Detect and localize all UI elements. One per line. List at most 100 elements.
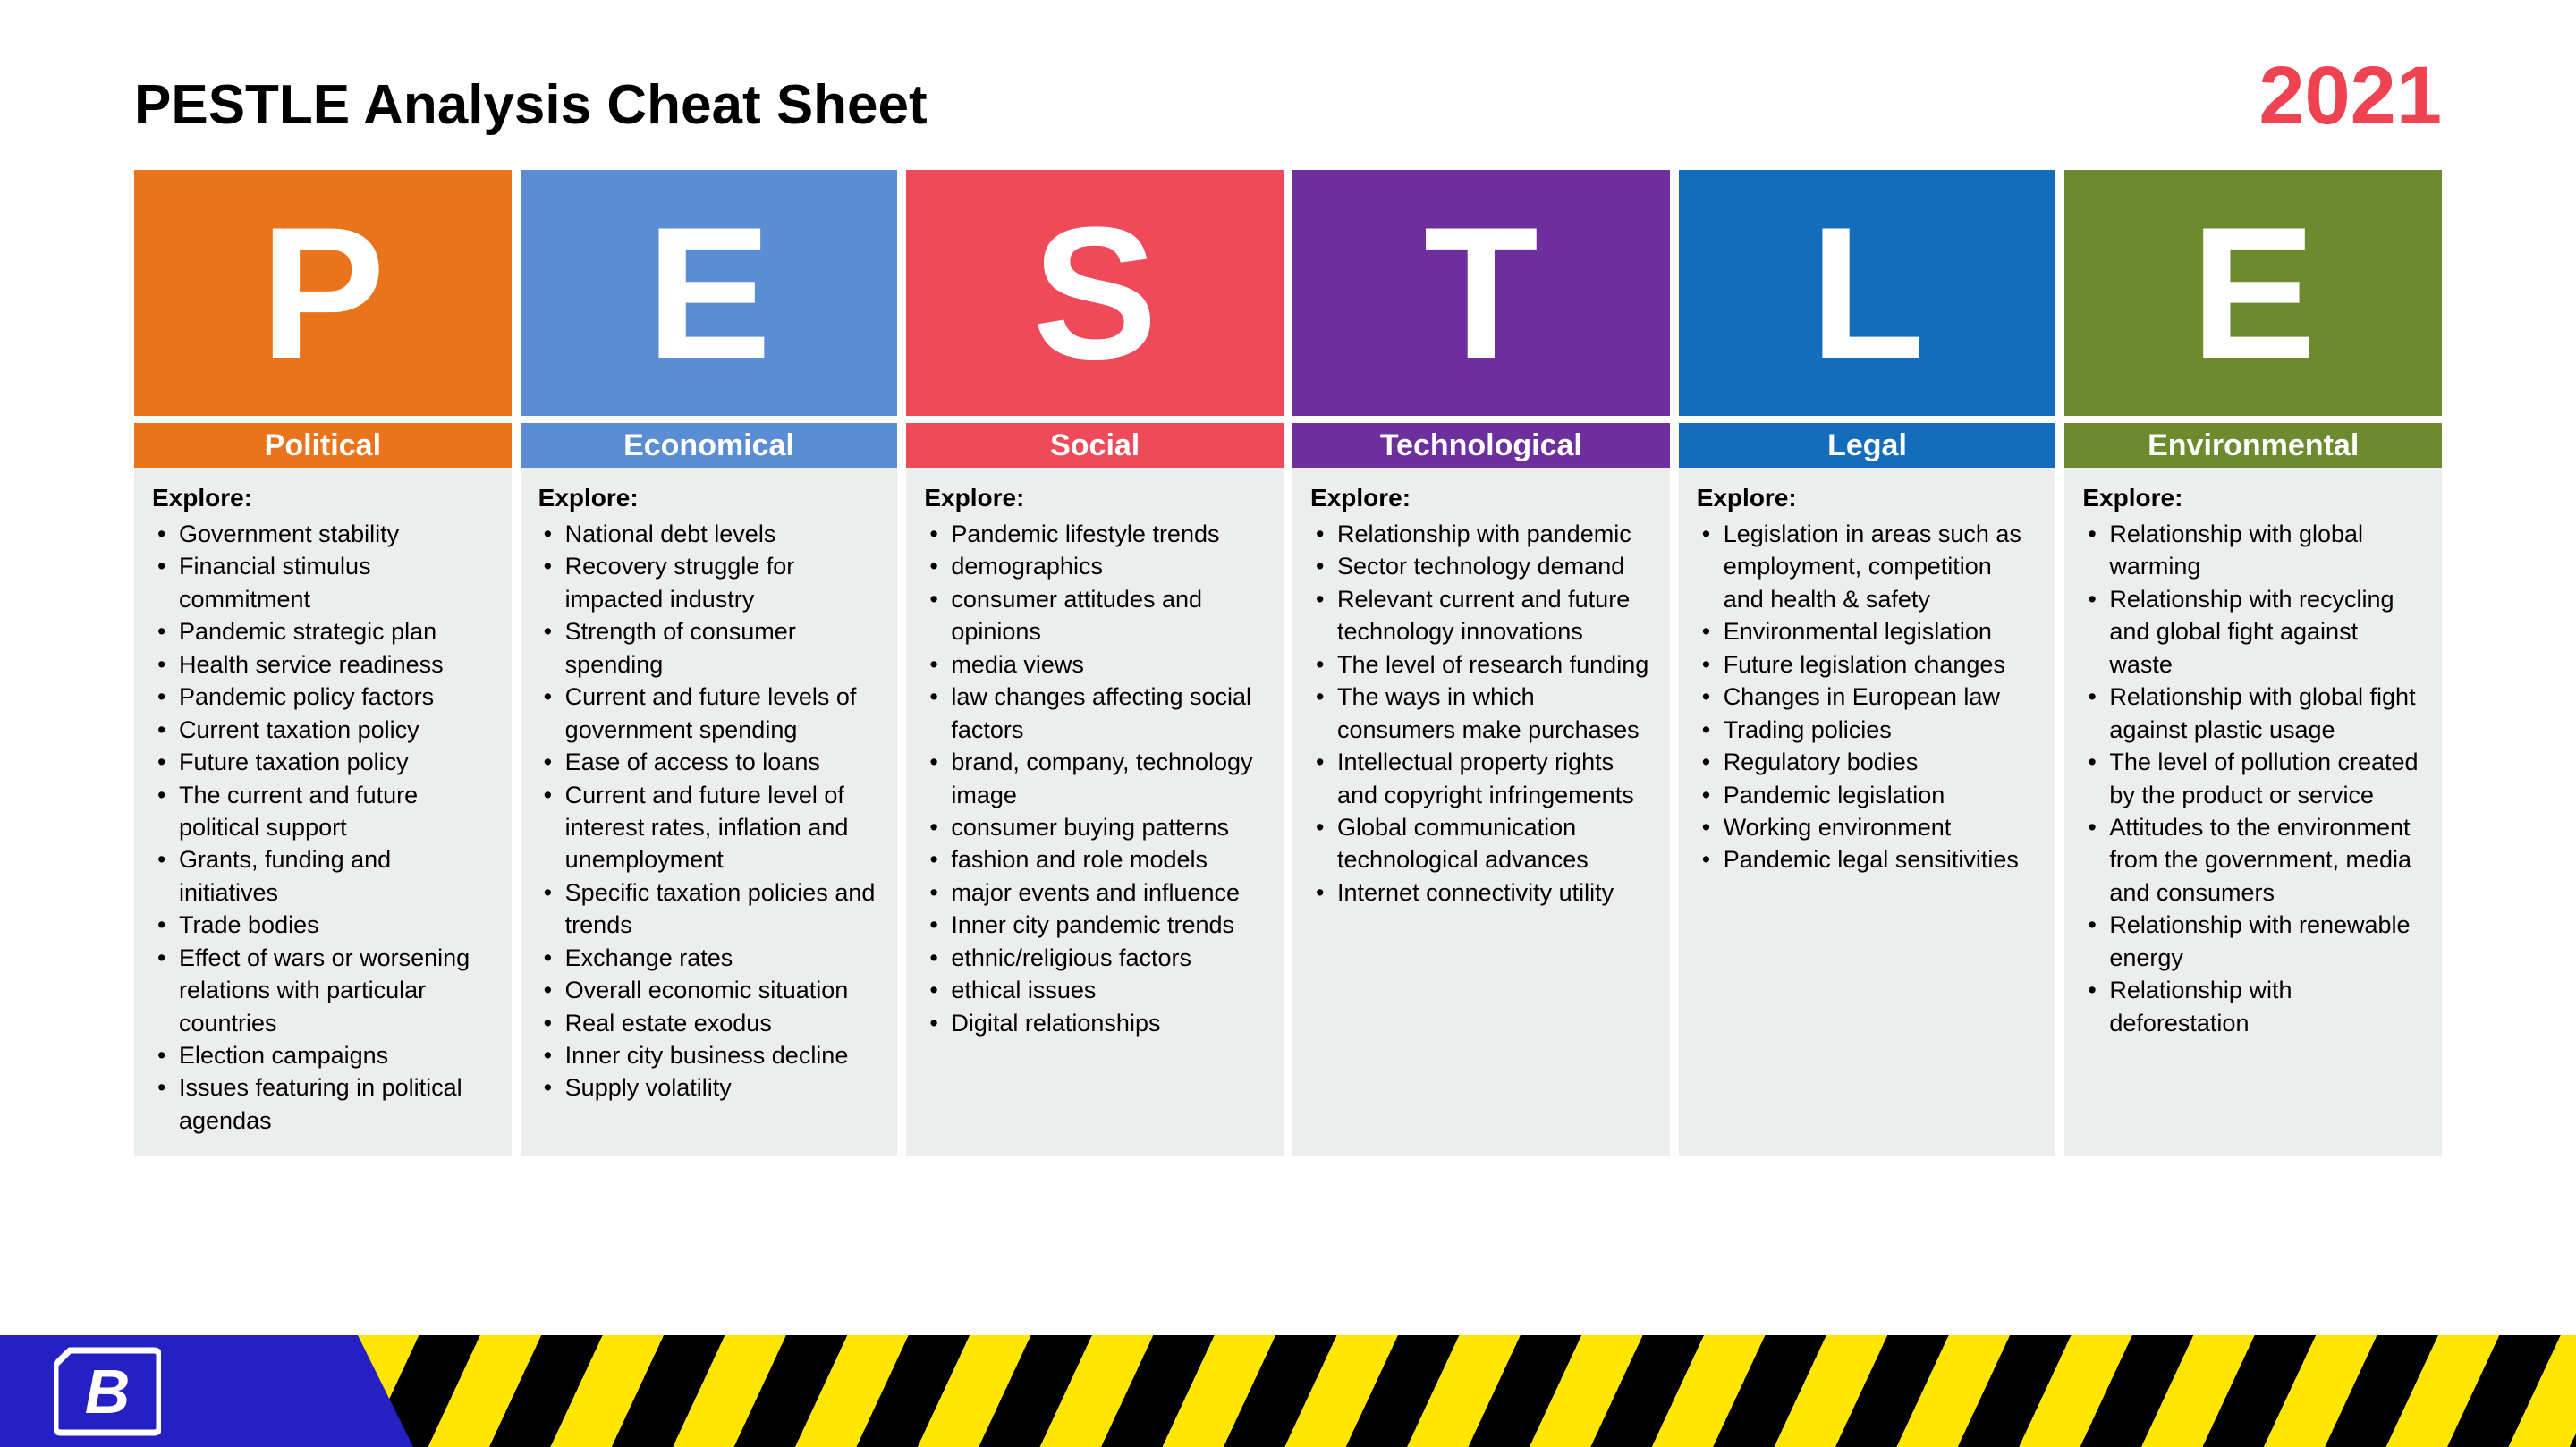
factor-item: Pandemic strategic plan <box>152 615 494 647</box>
letter-box: S <box>906 170 1284 416</box>
factor-item: ethnic/religious factors <box>924 942 1266 974</box>
explore-heading: Explore: <box>2082 484 2424 512</box>
category-label: Environmental <box>2148 428 2359 463</box>
factor-item: demographics <box>924 550 1266 582</box>
factor-list: Relationship with pandemicSector technol… <box>1310 518 1652 909</box>
pestle-letter: S <box>1032 199 1157 387</box>
factor-item: Ease of access to loans <box>538 746 880 778</box>
factor-item: Future taxation policy <box>152 746 494 778</box>
category-label-bar: Legal <box>1679 423 2056 468</box>
factor-item: Relationship with recycling and global f… <box>2082 583 2424 681</box>
pestle-letter: L <box>1809 199 1924 387</box>
factor-item: Current and future levels of government … <box>538 681 880 746</box>
pestle-column: P Political Explore: Government stabilityFi… <box>134 170 512 1156</box>
pestle-column: T Technological Explore: Relationship with … <box>1292 170 1670 1156</box>
factor-item: Pandemic policy factors <box>152 681 494 713</box>
factor-list: Relationship with global warmingRelation… <box>2082 518 2424 1039</box>
category-body: Explore: Legislation in areas such as emp… <box>1679 468 2056 1156</box>
pestle-letter: P <box>260 199 386 387</box>
factor-item: Future legislation changes <box>1697 648 2038 681</box>
factor-item: Sector technology demand <box>1310 550 1652 582</box>
factor-item: Relationship with deforestation <box>2082 974 2424 1039</box>
factor-item: Grants, funding and initiatives <box>152 843 494 909</box>
factor-item: Trading policies <box>1697 714 2038 746</box>
factor-item: Intellectual property rights and copyrig… <box>1310 746 1652 811</box>
hazard-stripes <box>358 1335 2576 1447</box>
factor-item: Relationship with pandemic <box>1310 518 1652 550</box>
factor-item: Relationship with global fight against p… <box>2082 681 2424 746</box>
page-title: PESTLE Analysis Cheat Sheet <box>134 73 928 137</box>
header: PESTLE Analysis Cheat Sheet 2021 <box>0 0 2576 170</box>
factor-item: The level of research funding <box>1310 648 1652 681</box>
factor-item: major events and influence <box>924 876 1266 909</box>
factor-item: Election campaigns <box>152 1039 494 1071</box>
factor-list: Pandemic lifestyle trendsdemographicscon… <box>924 518 1266 1039</box>
category-body: Explore: Government stabilityFinancial st… <box>134 468 512 1156</box>
factor-list: Government stabilityFinancial stimulus c… <box>152 518 494 1137</box>
factor-item: Relationship with renewable energy <box>2082 909 2424 974</box>
factor-item: The current and future political support <box>152 779 494 844</box>
factor-item: Current taxation policy <box>152 714 494 746</box>
explore-heading: Explore: <box>1697 484 2038 512</box>
factor-item: Current and future level of interest rat… <box>538 779 880 876</box>
category-body: Explore:National debt levelsRecovery str… <box>521 468 898 1156</box>
category-label: Technological <box>1380 428 1582 463</box>
factor-item: Exchange rates <box>538 942 880 974</box>
factor-item: Digital relationships <box>924 1007 1266 1039</box>
factor-item: Issues featuring in political agendas <box>152 1071 494 1137</box>
explore-heading: Explore: <box>1310 484 1652 512</box>
factor-item: Trade bodies <box>152 909 494 941</box>
explore-heading: Explore: <box>924 484 1266 512</box>
category-body: Explore: Relationship with global warming… <box>2064 468 2442 1156</box>
category-body: Explore: Pandemic lifestyle trendsdemogra… <box>906 468 1284 1156</box>
footer-bar: B <box>0 1335 2576 1447</box>
page: PESTLE Analysis Cheat Sheet 2021 P Politi… <box>0 0 2576 1447</box>
factor-item: Global communication technological advan… <box>1310 811 1652 876</box>
category-label: Political <box>265 428 381 463</box>
letter-box: T <box>1292 170 1670 416</box>
factor-list: National debt levelsRecovery struggle fo… <box>538 518 880 1104</box>
pestle-column: EEconomicalExplore:National debt levelsR… <box>521 170 898 1156</box>
brand-b-icon: B <box>54 1347 161 1436</box>
pestle-grid: P Political Explore: Government stabilityFi… <box>0 170 2576 1156</box>
factor-item: Real estate exodus <box>538 1007 880 1039</box>
factor-item: Inner city pandemic trends <box>924 909 1266 941</box>
pestle-column: S Social Explore: Pandemic lifestyle trends… <box>906 170 1284 1156</box>
factor-item: Relevant current and future technology i… <box>1310 583 1652 648</box>
category-label: Social <box>1050 428 1140 463</box>
explore-heading: Explore: <box>152 484 494 512</box>
letter-box: E <box>2064 170 2442 416</box>
factor-item: Strength of consumer spending <box>538 615 880 681</box>
factor-item: The ways in which consumers make purchas… <box>1310 681 1652 746</box>
category-label-bar: Technological <box>1292 423 1670 468</box>
category-label-bar: Political <box>134 423 512 468</box>
factor-item: consumer buying patterns <box>924 811 1266 843</box>
factor-item: Government stability <box>152 518 494 550</box>
pestle-letter: E <box>2190 199 2316 387</box>
pestle-letter: E <box>646 199 771 387</box>
factor-item: brand, company, technology image <box>924 746 1266 811</box>
logo-block: B <box>0 1335 358 1447</box>
factor-item: Attitudes to the environment from the go… <box>2082 811 2424 909</box>
factor-item: Recovery struggle for impacted industry <box>538 550 880 615</box>
factor-item: Effect of wars or worsening relations wi… <box>152 942 494 1039</box>
factor-item: Pandemic legislation <box>1697 779 2038 811</box>
factor-item: Overall economic situation <box>538 974 880 1006</box>
category-label: Legal <box>1827 428 1907 463</box>
factor-item: Supply volatility <box>538 1071 880 1104</box>
category-label-bar: Environmental <box>2064 423 2442 468</box>
factor-item: Pandemic lifestyle trends <box>924 518 1266 550</box>
factor-item: Environmental legislation <box>1697 615 2038 647</box>
letter-box: L <box>1679 170 2056 416</box>
svg-text:B: B <box>85 1357 131 1426</box>
factor-item: Inner city business decline <box>538 1039 880 1071</box>
factor-item: consumer attitudes and opinions <box>924 583 1266 648</box>
factor-item: media views <box>924 648 1266 681</box>
factor-item: law changes affecting social factors <box>924 681 1266 746</box>
pestle-column: E Environmental Explore: Relationship with … <box>2064 170 2442 1156</box>
category-label-bar: Social <box>906 423 1284 468</box>
letter-box: E <box>521 170 898 416</box>
factor-list: Legislation in areas such as employment,… <box>1697 518 2038 876</box>
factor-item: Pandemic legal sensitivities <box>1697 843 2038 876</box>
factor-item: The level of pollution created by the pr… <box>2082 746 2424 811</box>
